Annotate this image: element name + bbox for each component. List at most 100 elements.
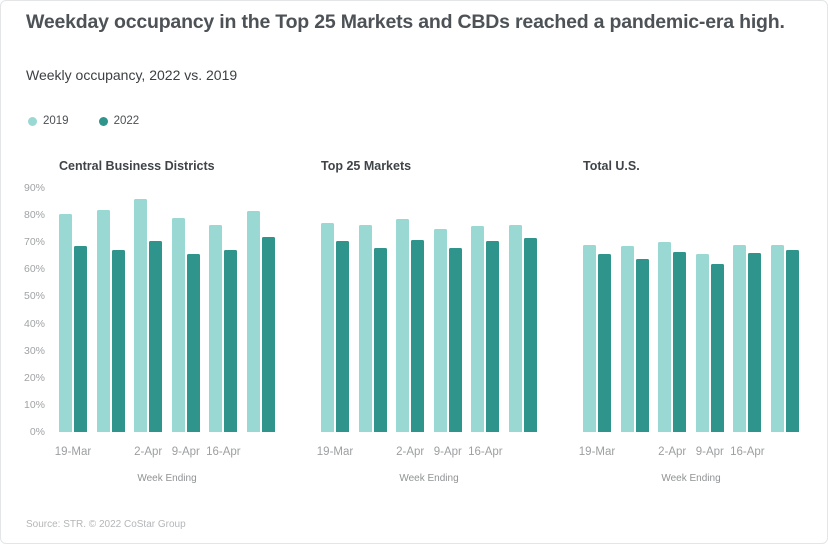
x-tick-9-Apr: 9-Apr [433, 446, 462, 458]
y-tick-50: 50% [23, 290, 45, 303]
bar-2019-g2 [396, 219, 410, 432]
x-axis-label: Week Ending [137, 473, 197, 484]
y-tick-30: 30% [23, 344, 45, 357]
bar-2019-g3 [171, 217, 185, 432]
x-tick-2-Apr: 2-Apr [396, 446, 425, 458]
chart-title: Top 25 Markets [321, 159, 412, 173]
bar-group-4: 16-Apr [730, 188, 765, 458]
plot-area: 19-Mar 2-Apr 9-Apr 16-Apr [579, 188, 799, 458]
bar-2019-g5 [508, 224, 522, 432]
bar-group-0: 19-Mar [579, 188, 615, 458]
bar-2019-g2 [134, 198, 148, 432]
legend-2019-swatch-icon [28, 116, 37, 126]
legend-2019-label: 2019 [43, 115, 69, 127]
bar-group-2: 2-Apr [134, 188, 163, 458]
bar-2022-g3 [710, 263, 724, 432]
bar-2019-g4 [733, 244, 747, 432]
bar-group-4: 16-Apr [468, 188, 503, 458]
bar-group-5 [246, 188, 275, 432]
bar-2022-g3 [448, 247, 462, 432]
x-axis-label: Week Ending [661, 473, 721, 484]
bar-2022-g0 [74, 246, 87, 432]
legend-2022-swatch-icon [98, 116, 108, 126]
bar-group-5 [508, 188, 537, 432]
bar-group-2: 2-Apr [658, 188, 687, 458]
bar-2019-g1 [96, 209, 110, 432]
y-tick-10: 10% [23, 398, 45, 411]
y-tick-80: 80% [23, 209, 45, 222]
y-tick-0: 0% [29, 426, 45, 438]
y-tick-60: 60% [23, 263, 45, 276]
chart-title: Central Business Districts [59, 159, 215, 173]
bar-2019-g1 [358, 224, 372, 432]
chart-top-25-markets: Top 25 Markets 19-Mar 2-Apr 9-Apr 16-Apr We… [317, 157, 537, 502]
x-tick-16-Apr: 16-Apr [206, 446, 241, 458]
bar-2022-g4 [224, 250, 238, 432]
plot-area: 19-Mar 2-Apr 9-Apr 16-Apr [317, 188, 537, 458]
bar-2022-g0 [336, 240, 349, 432]
bar-group-1 [96, 188, 125, 432]
bar-2022-g4 [486, 240, 500, 432]
bar-2022-g2 [411, 239, 425, 432]
x-tick-9-Apr: 9-Apr [695, 446, 724, 458]
x-axis-label: Week Ending [399, 473, 459, 484]
x-tick-2-Apr: 2-Apr [658, 446, 687, 458]
bar-2022-g1 [111, 250, 125, 432]
bar-2022-g4 [748, 253, 762, 432]
x-tick-19-Mar: 19-Mar [316, 446, 354, 458]
chart-central-business-districts: Central Business Districts 0% 10% 20% 30% 40… [23, 157, 275, 502]
bar-2019-g3 [433, 228, 447, 432]
bar-2019-g4 [209, 224, 223, 432]
bar-group-5 [770, 188, 799, 432]
y-tick-70: 70% [23, 236, 45, 249]
bar-2019-g0 [583, 244, 596, 432]
bar-2022-g3 [186, 254, 200, 432]
bar-2022-g2 [673, 251, 687, 432]
y-tick-40: 40% [23, 317, 45, 330]
bar-2019-g3 [695, 254, 709, 432]
source-credit: Source: STR. © 2022 CoStar Group [26, 519, 186, 530]
x-tick-19-Mar: 19-Mar [578, 446, 616, 458]
chart-title: Total U.S. [583, 159, 640, 173]
chart-total-us: Total U.S. 19-Mar 2-Apr 9-Apr 16-Apr Week E… [579, 157, 799, 502]
x-tick-16-Apr: 16-Apr [730, 446, 765, 458]
bar-2022-g2 [149, 240, 163, 432]
bar-group-1 [358, 188, 387, 432]
bar-2022-g1 [635, 258, 649, 432]
y-tick-90: 90% [23, 182, 45, 194]
bar-2022-g5 [785, 250, 799, 432]
bar-2019-g2 [658, 242, 672, 432]
bar-2019-g5 [770, 244, 784, 432]
bar-group-3: 9-Apr [695, 188, 724, 458]
bar-group-0: 19-Mar [55, 188, 91, 458]
bar-2022-g0 [598, 254, 611, 432]
bar-2019-g1 [620, 246, 634, 432]
plot-area: 19-Mar 2-Apr 9-Apr 16-Apr [55, 188, 275, 458]
legend: 2019 2022 [28, 115, 139, 127]
bar-group-2: 2-Apr [396, 188, 425, 458]
bar-2022-g5 [523, 238, 537, 432]
bar-2019-g0 [321, 223, 334, 432]
page-subtitle: Weekly occupancy, 2022 vs. 2019 [26, 67, 238, 83]
legend-item-2022: 2022 [98, 115, 140, 127]
bar-2019-g4 [471, 225, 485, 432]
x-tick-16-Apr: 16-Apr [468, 446, 503, 458]
bar-2019-g0 [59, 213, 72, 432]
page-title: Weekday occupancy in the Top 25 Markets … [26, 11, 785, 33]
legend-item-2019: 2019 [28, 115, 69, 127]
bar-2022-g5 [261, 236, 275, 432]
x-tick-9-Apr: 9-Apr [171, 446, 200, 458]
bar-group-0: 19-Mar [317, 188, 353, 458]
x-tick-19-Mar: 19-Mar [54, 446, 92, 458]
bar-group-3: 9-Apr [171, 188, 200, 458]
bar-2022-g1 [373, 247, 387, 432]
x-tick-2-Apr: 2-Apr [134, 446, 163, 458]
y-axis: 0% 10% 20% 30% 40% 50% 60% 70% 80% 90% [23, 182, 45, 438]
bar-group-1 [620, 188, 649, 432]
legend-2022-label: 2022 [113, 115, 140, 127]
bar-group-3: 9-Apr [433, 188, 462, 458]
bar-group-4: 16-Apr [206, 188, 241, 458]
y-tick-20: 20% [23, 371, 45, 384]
bar-2019-g5 [246, 211, 260, 432]
